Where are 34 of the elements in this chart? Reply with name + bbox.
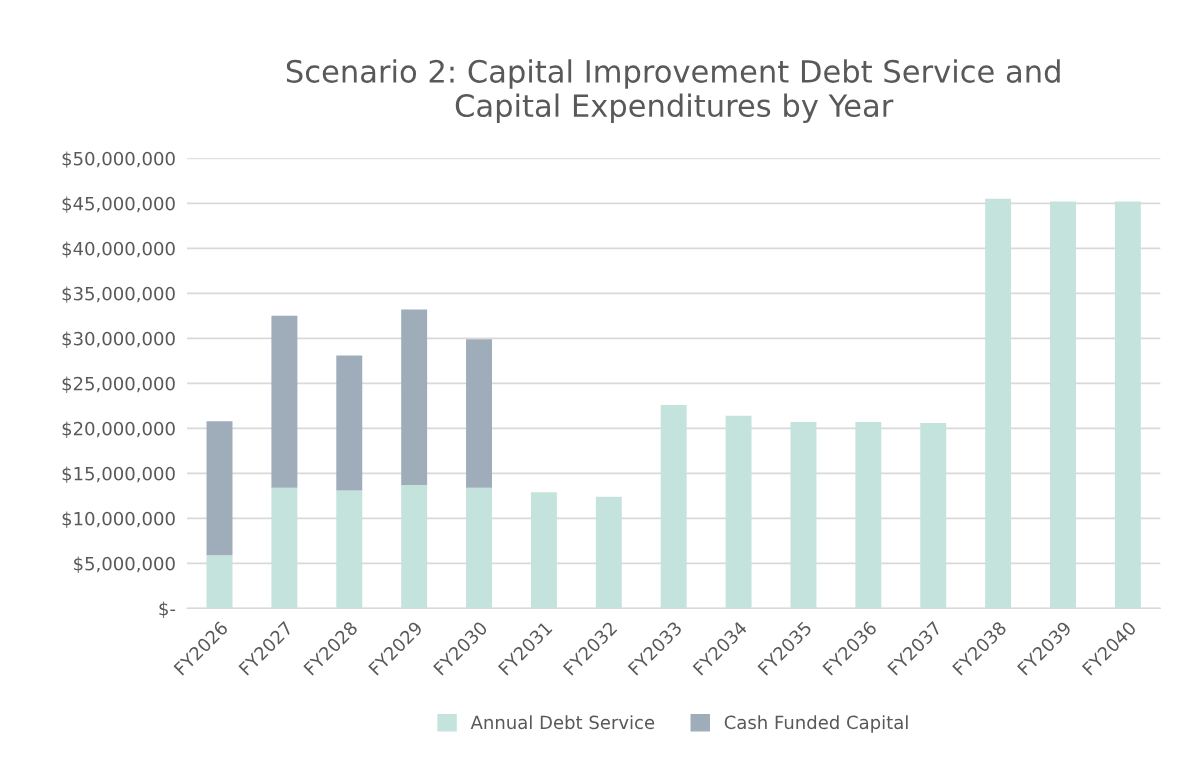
bar [206,555,233,609]
chart-title: Scenario 2: Capital Improvement Debt Service and Capital Expenditures by Year [286,59,1060,124]
y-tick-label: $25,000,000 [62,376,175,393]
legend-label: Cash Funded Capital [724,715,908,733]
y-tick-label: $5,000,000 [74,556,175,573]
bar [271,315,298,488]
y-tick-label: $20,000,000 [62,421,175,438]
bar [1114,201,1141,609]
bar [466,487,493,609]
bar [725,415,752,609]
y-tick-label: $35,000,000 [62,286,175,303]
bar [271,487,298,609]
y-tick-label: $45,000,000 [62,196,175,213]
y-tick-label: $15,000,000 [62,466,175,483]
bar [855,422,882,609]
bar [336,490,363,609]
y-tick-label: $- [159,601,176,618]
bar [401,485,428,609]
legend-label: Annual Debt Service [470,715,655,730]
bar [985,198,1012,609]
bar [530,492,557,609]
y-tick-label: $10,000,000 [62,511,175,528]
bar [920,422,947,609]
bar [206,421,233,556]
bar [790,422,817,609]
bar [660,404,687,609]
bar [595,496,622,609]
bar [336,355,363,491]
y-tick-label: $50,000,000 [62,151,175,168]
bar [401,309,428,486]
y-tick-label: $30,000,000 [62,331,175,348]
bar [466,339,493,488]
bar [1050,201,1076,609]
y-tick-label: $40,000,000 [62,241,175,258]
